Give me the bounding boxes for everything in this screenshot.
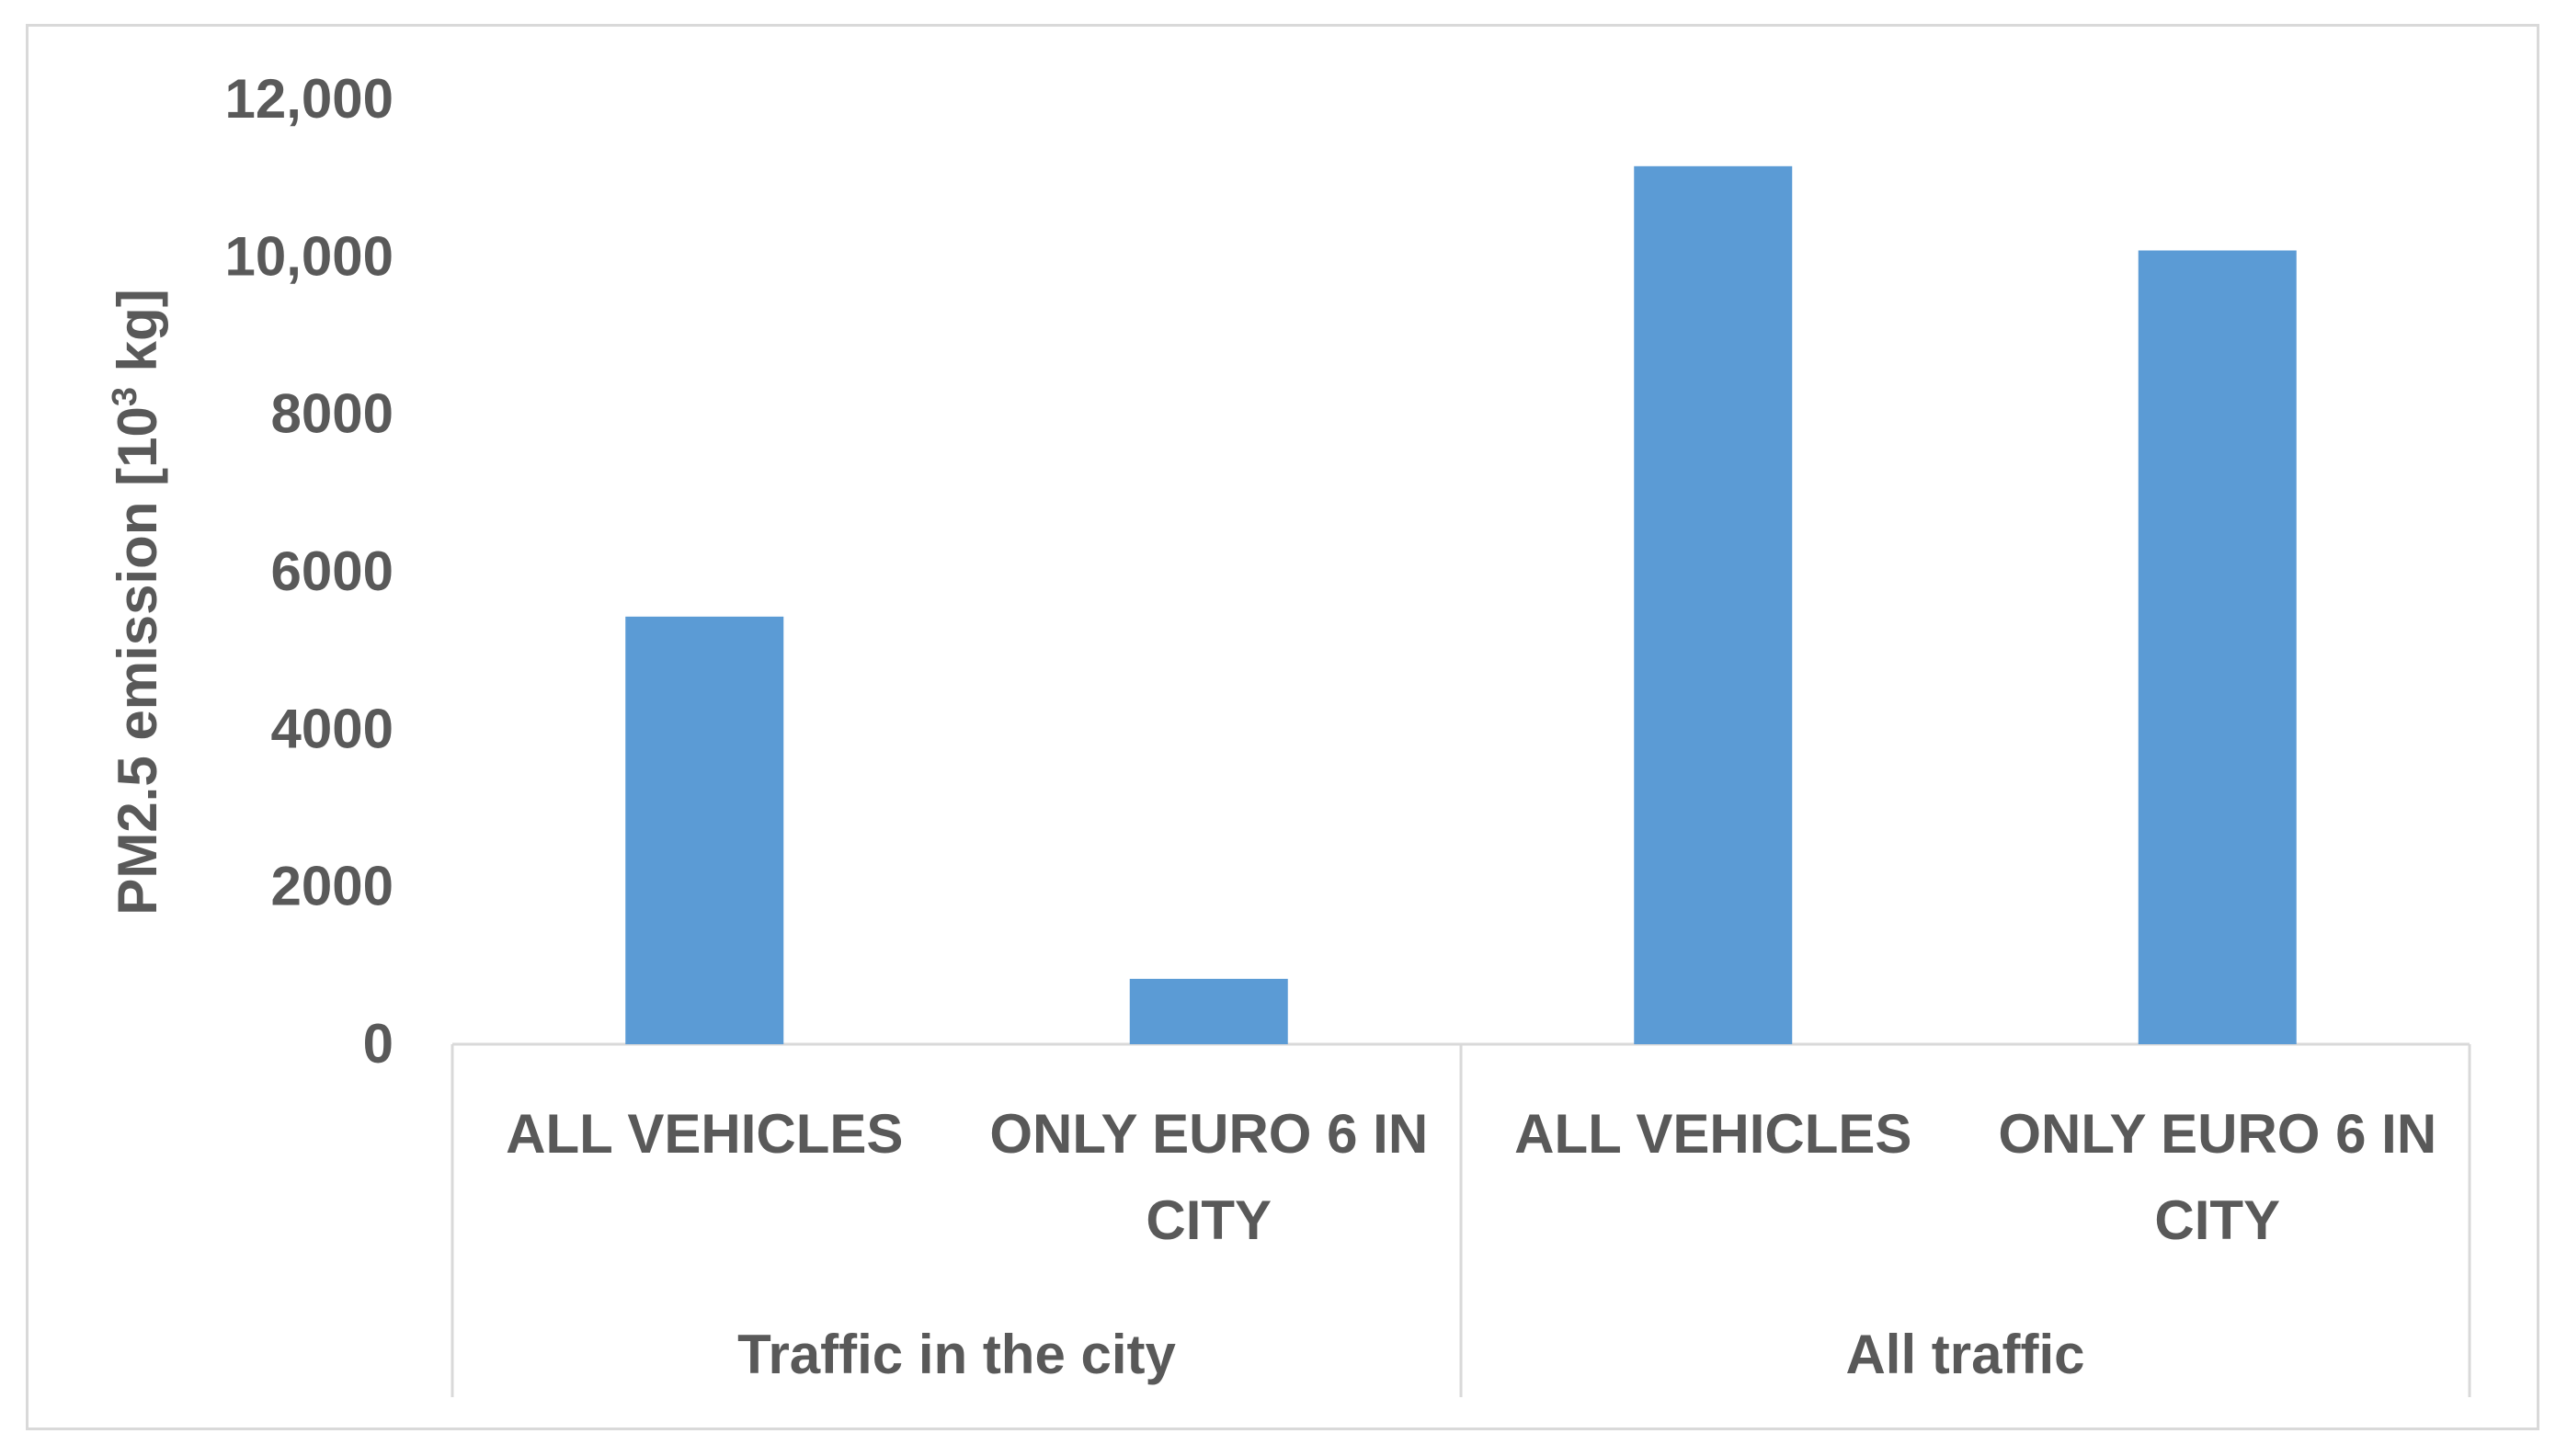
x-group-label: Traffic in the city	[737, 1324, 1176, 1385]
y-axis-label: PM2.5 emission [103 kg]	[106, 289, 168, 915]
x-category-label: ALL VEHICLES	[506, 1103, 903, 1165]
bar	[625, 616, 784, 1044]
x-category-label: CITY	[2154, 1189, 2280, 1251]
x-category-label: CITY	[1146, 1189, 1272, 1251]
y-tick-label: 2000	[271, 856, 394, 917]
y-tick-label: 0	[363, 1013, 394, 1075]
chart-frame	[26, 24, 2539, 1430]
y-tick-label: 6000	[271, 540, 394, 602]
bar	[2138, 250, 2297, 1045]
x-category-label: ONLY EURO 6 IN	[989, 1103, 1428, 1165]
bar	[1634, 165, 1793, 1045]
y-tick-label: 8000	[271, 383, 394, 445]
x-group-label: All traffic	[1845, 1324, 2084, 1385]
y-tick-label: 10,000	[224, 225, 394, 287]
bar	[1129, 978, 1288, 1044]
x-category-label: ALL VEHICLES	[1514, 1103, 1911, 1165]
y-tick-label: 12,000	[224, 68, 394, 130]
y-tick-label: 4000	[271, 698, 394, 759]
x-category-label: ONLY EURO 6 IN	[1998, 1103, 2436, 1165]
